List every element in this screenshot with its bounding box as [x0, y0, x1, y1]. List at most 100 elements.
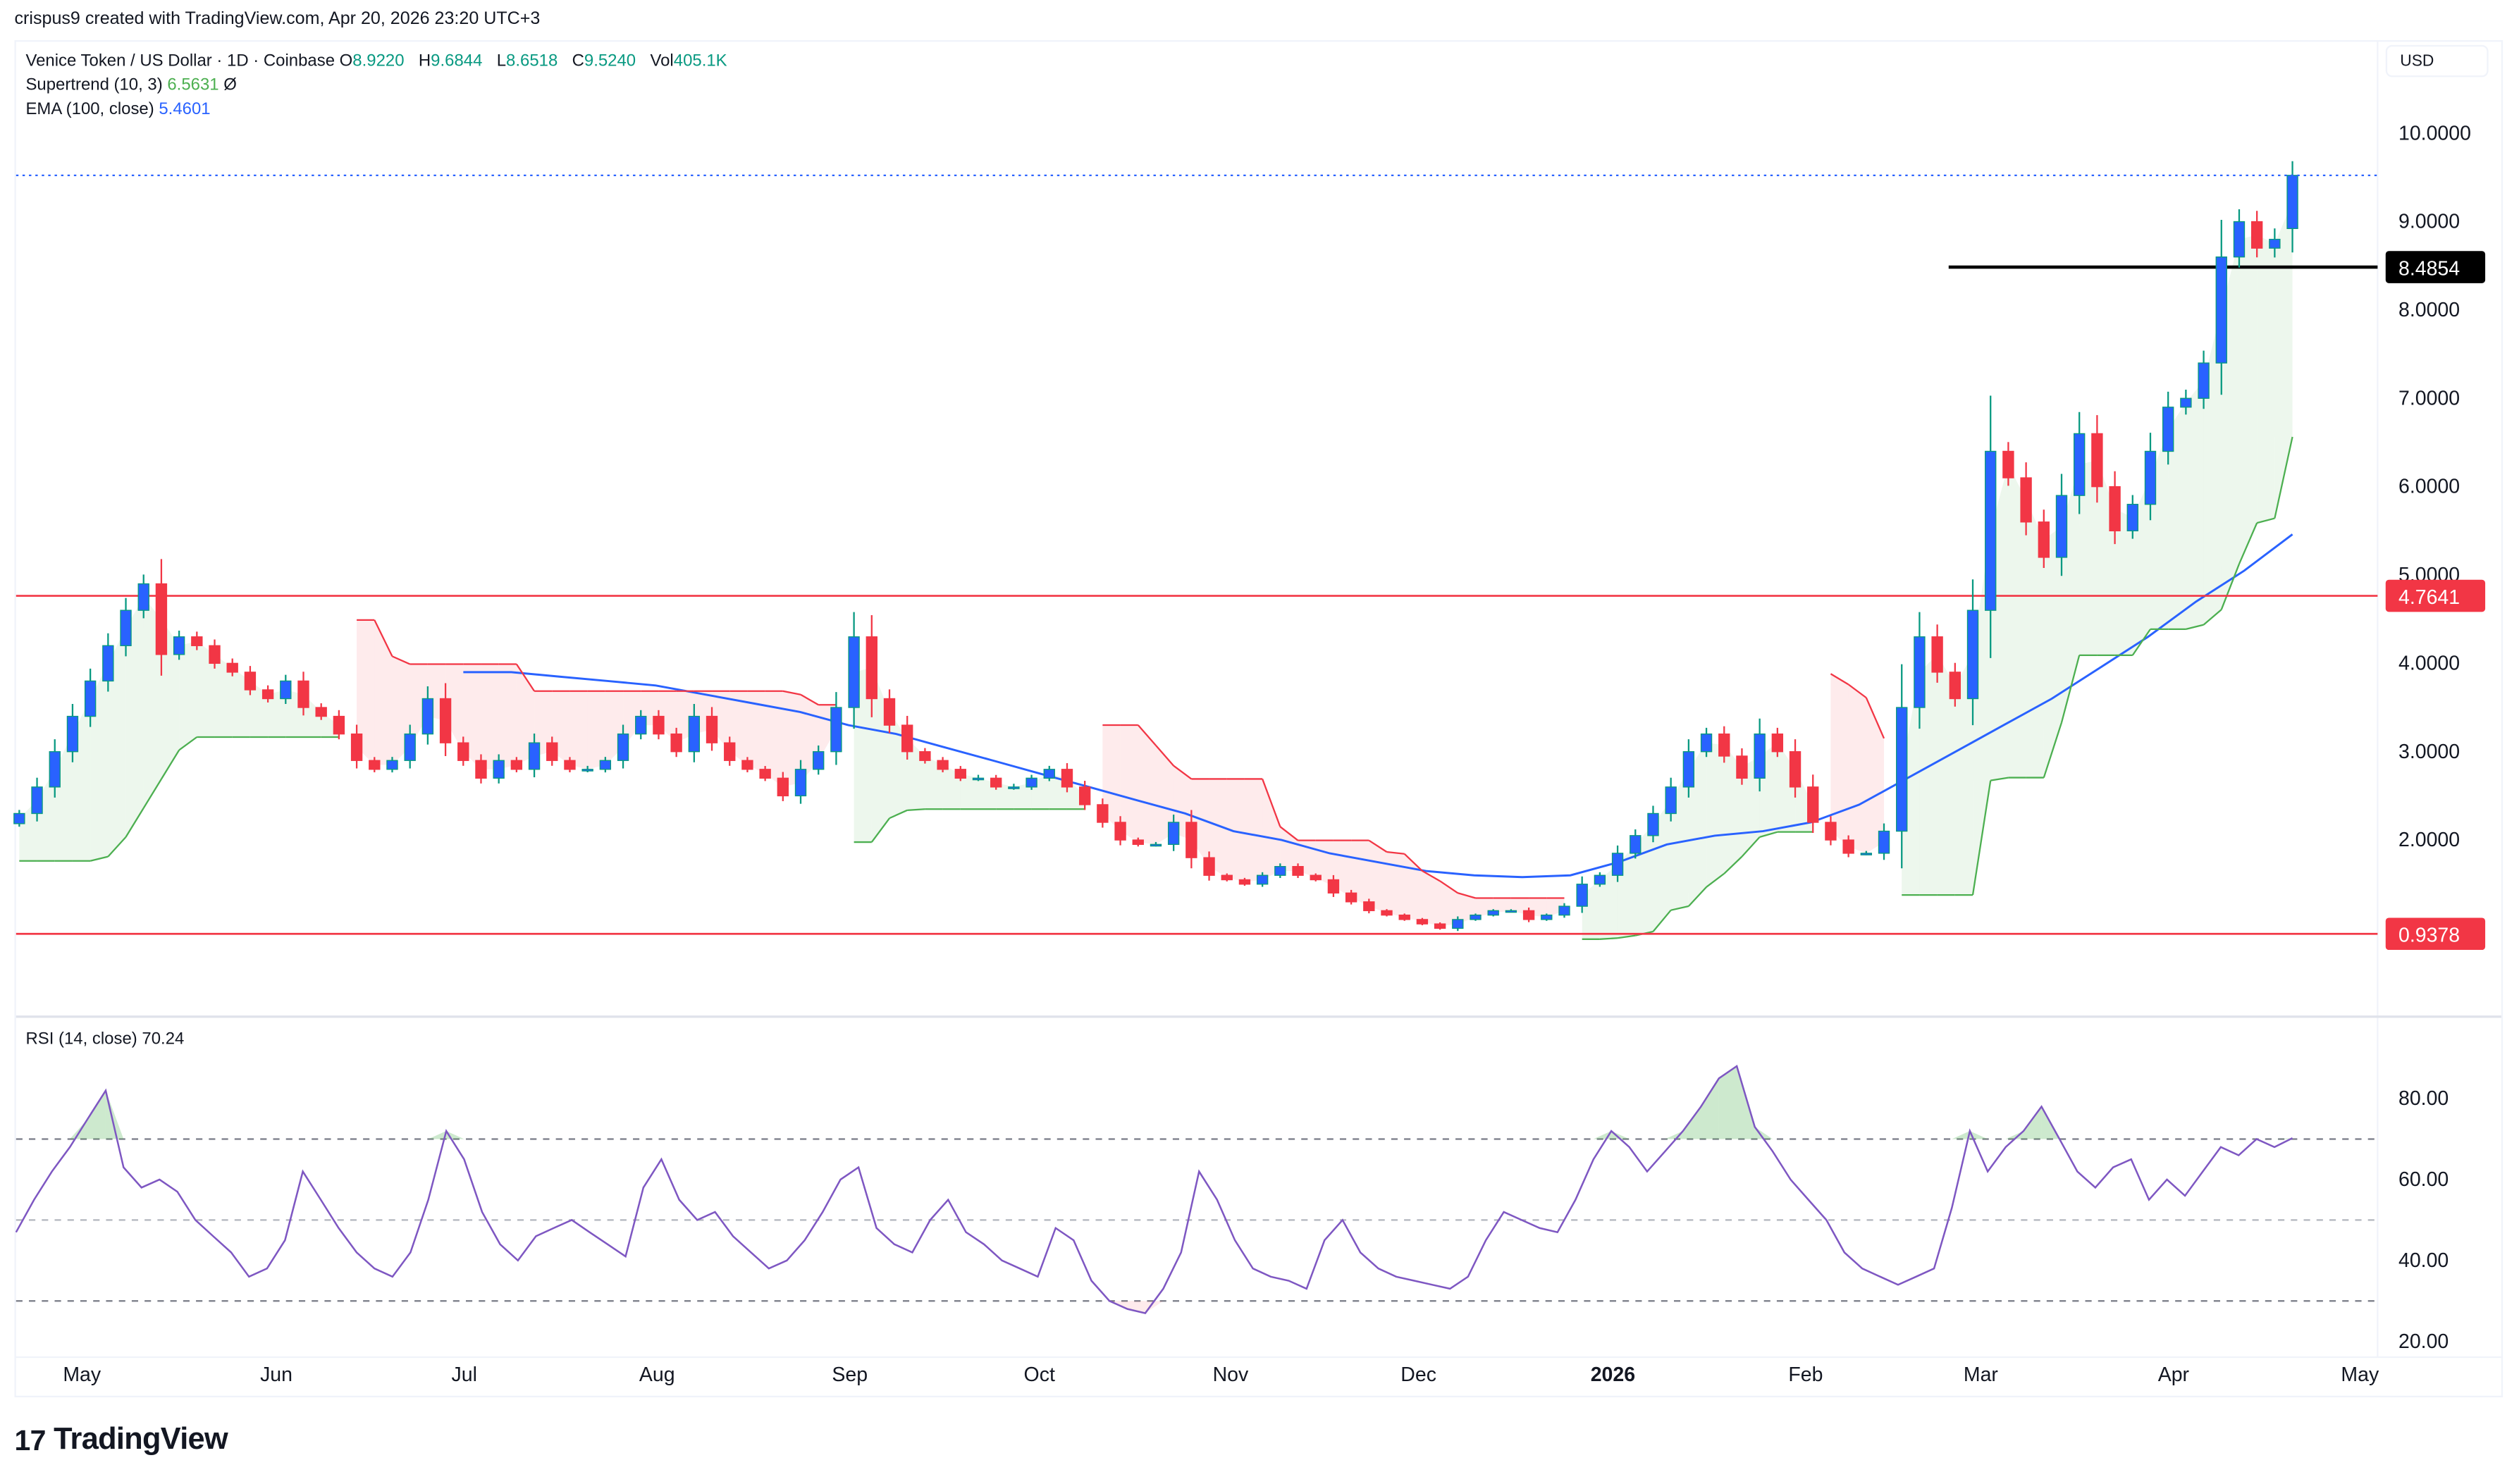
- rsi-legend[interactable]: RSI (14, close) 70.24: [25, 1029, 184, 1049]
- candle-down[interactable]: [369, 760, 381, 770]
- candle-down[interactable]: [1398, 914, 1410, 920]
- candle-down[interactable]: [1381, 910, 1393, 916]
- candle-up[interactable]: [1150, 843, 1162, 847]
- price-label-badge-4.7641[interactable]: [2385, 579, 2486, 612]
- candle-down[interactable]: [1114, 822, 1126, 841]
- candle-up[interactable]: [1682, 751, 1695, 788]
- candle-down[interactable]: [990, 777, 1002, 788]
- candle-down[interactable]: [670, 733, 682, 753]
- candle-up[interactable]: [66, 715, 79, 753]
- candle-up[interactable]: [972, 777, 985, 781]
- price-axis[interactable]: 10.00009.00008.00007.00006.00005.00004.0…: [2385, 122, 2486, 951]
- candle-up[interactable]: [1700, 733, 1713, 753]
- candle-down[interactable]: [2020, 477, 2032, 523]
- candle-down[interactable]: [1771, 733, 1784, 753]
- price-label-badge-8.4854[interactable]: [2385, 251, 2486, 283]
- candle-down[interactable]: [1736, 755, 1748, 779]
- currency-button[interactable]: USD: [2385, 44, 2489, 78]
- candle-up[interactable]: [813, 751, 825, 770]
- candle-down[interactable]: [1061, 769, 1073, 788]
- candle-down[interactable]: [510, 760, 523, 770]
- candle-up[interactable]: [2162, 407, 2174, 452]
- candle-up[interactable]: [1878, 830, 1890, 854]
- candle-down[interactable]: [706, 715, 718, 743]
- candle-up[interactable]: [581, 769, 593, 772]
- candle-up[interactable]: [635, 715, 647, 735]
- candle-down[interactable]: [741, 760, 753, 770]
- candle-up[interactable]: [2126, 504, 2138, 531]
- candle-down[interactable]: [2109, 486, 2121, 531]
- candle-down[interactable]: [1203, 857, 1215, 876]
- candle-down[interactable]: [883, 698, 896, 726]
- candle-down[interactable]: [1434, 923, 1446, 929]
- candle-up[interactable]: [1167, 822, 1180, 846]
- candle-up[interactable]: [84, 680, 97, 717]
- candle-down[interactable]: [1292, 865, 1304, 876]
- candle-down[interactable]: [901, 724, 913, 753]
- candle-down[interactable]: [1221, 874, 1233, 881]
- candle-down[interactable]: [475, 760, 487, 779]
- candle-up[interactable]: [421, 698, 434, 735]
- candle-up[interactable]: [1896, 707, 1908, 832]
- candle-up[interactable]: [794, 769, 807, 797]
- candle-up[interactable]: [1860, 853, 1873, 855]
- candle-down[interactable]: [1345, 892, 1357, 903]
- candle-down[interactable]: [777, 777, 789, 797]
- candle-down[interactable]: [1327, 879, 1340, 894]
- candle-up[interactable]: [2144, 450, 2157, 505]
- candle-up[interactable]: [2286, 175, 2298, 230]
- candle-down[interactable]: [937, 760, 949, 770]
- candle-down[interactable]: [1238, 879, 1251, 885]
- candle-up[interactable]: [173, 636, 185, 655]
- candle-up[interactable]: [2215, 256, 2227, 364]
- candle-up[interactable]: [2180, 397, 2192, 408]
- candle-down[interactable]: [653, 715, 665, 735]
- candle-down[interactable]: [919, 751, 931, 761]
- horizontal-lines[interactable]: [16, 265, 2378, 935]
- candle-down[interactable]: [439, 698, 452, 743]
- candle-up[interactable]: [120, 610, 132, 646]
- candle-down[interactable]: [1789, 751, 1802, 788]
- candle-up[interactable]: [102, 645, 114, 682]
- candle-down[interactable]: [315, 707, 327, 717]
- candle-up[interactable]: [1541, 914, 1553, 920]
- candle-down[interactable]: [1842, 839, 1854, 854]
- time-axis[interactable]: May Jun Jul Aug Sep Oct Nov Dec 2026 Feb Mar Apr May: [63, 1364, 2379, 1386]
- candle-down[interactable]: [759, 769, 771, 779]
- candle-up[interactable]: [493, 760, 505, 779]
- candle-up[interactable]: [528, 742, 541, 770]
- candle-up[interactable]: [1665, 786, 1677, 815]
- candle-down[interactable]: [1416, 919, 1429, 925]
- candle-up[interactable]: [1966, 610, 1979, 700]
- candle-up[interactable]: [31, 786, 43, 815]
- candle-up[interactable]: [386, 760, 398, 770]
- candle-down[interactable]: [1078, 786, 1091, 805]
- candle-up[interactable]: [404, 733, 416, 761]
- candle-up[interactable]: [1558, 905, 1570, 916]
- candle-up[interactable]: [280, 680, 292, 700]
- candle-down[interactable]: [2091, 433, 2103, 488]
- candle-up[interactable]: [1630, 835, 1642, 854]
- candle-down[interactable]: [191, 636, 203, 646]
- candle-up[interactable]: [1274, 865, 1286, 876]
- candle-down[interactable]: [350, 733, 363, 761]
- candle-down[interactable]: [1132, 839, 1144, 846]
- candle-up[interactable]: [1043, 769, 1055, 779]
- tradingview-logo[interactable]: 17 TradingView: [15, 1423, 228, 1458]
- candle-up[interactable]: [2055, 495, 2068, 558]
- candle-up[interactable]: [137, 583, 149, 611]
- candle-down[interactable]: [546, 742, 558, 761]
- candle-down[interactable]: [564, 760, 576, 770]
- candle-up[interactable]: [1505, 910, 1517, 913]
- candle-up[interactable]: [1452, 919, 1464, 929]
- candle-up[interactable]: [1008, 786, 1020, 789]
- candle-up[interactable]: [1594, 874, 1606, 885]
- candle-up[interactable]: [1647, 812, 1659, 836]
- candle-down[interactable]: [1522, 910, 1535, 920]
- candle-down[interactable]: [2038, 521, 2050, 558]
- rsi-pane[interactable]: [15, 1064, 2378, 1314]
- candle-up[interactable]: [1470, 914, 1482, 920]
- candle-down[interactable]: [1097, 804, 1109, 823]
- candle-up[interactable]: [1914, 636, 1926, 708]
